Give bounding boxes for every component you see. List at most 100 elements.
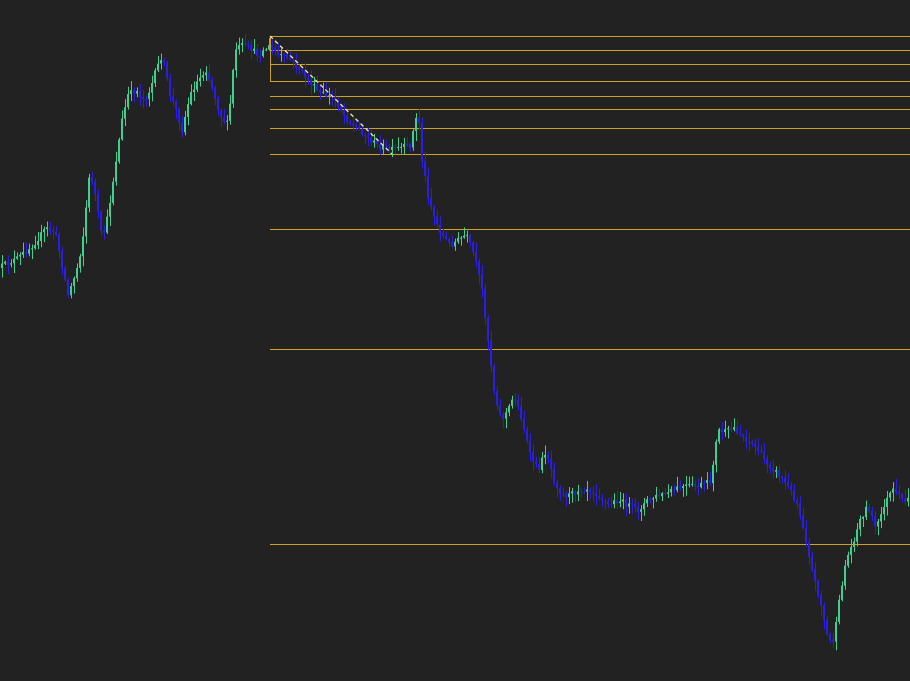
candle-body <box>583 491 585 493</box>
candle-body <box>295 61 297 68</box>
candle-body <box>319 90 321 92</box>
candle-body <box>334 97 336 100</box>
candle-body <box>202 75 204 78</box>
candle-body <box>394 146 396 148</box>
candle-body <box>106 216 108 233</box>
candle-body <box>550 458 552 470</box>
candle-body <box>337 99 339 106</box>
candle-body <box>619 501 621 504</box>
candle-body <box>94 181 96 195</box>
candle-body <box>433 206 435 217</box>
candle-body <box>622 499 624 502</box>
candle-body <box>784 477 786 483</box>
candle-body <box>301 69 303 71</box>
candle-body <box>541 457 543 470</box>
candle-body <box>904 498 906 502</box>
candle-body <box>316 84 318 91</box>
candle-body <box>829 634 831 640</box>
candle-body <box>790 486 792 491</box>
candle-body <box>625 499 627 507</box>
candle-body <box>748 441 750 443</box>
candle-body <box>385 145 387 147</box>
candle-body <box>616 500 618 504</box>
candle-body <box>163 60 165 63</box>
candle-body <box>610 504 612 506</box>
candle-body <box>538 463 540 470</box>
candle-body <box>886 497 888 508</box>
candle-body <box>97 194 99 212</box>
candle-body <box>220 110 222 118</box>
candle-body <box>730 428 732 430</box>
candle-body <box>241 43 243 46</box>
candle-body <box>358 126 360 129</box>
candle-body <box>658 494 660 497</box>
candle-body <box>742 434 744 437</box>
candle-body <box>880 514 882 522</box>
candle-body <box>631 503 633 505</box>
candle-body <box>649 499 651 501</box>
candle-body <box>856 529 858 542</box>
candle-body <box>511 399 513 406</box>
candle-body <box>502 414 504 419</box>
candle-body <box>844 565 846 586</box>
candle-body <box>22 251 24 255</box>
candle-body <box>418 117 420 123</box>
candle-body <box>178 108 180 123</box>
candle-body <box>406 143 408 145</box>
candle-body <box>760 451 762 453</box>
candle-body <box>736 427 738 434</box>
candle-body <box>328 95 330 97</box>
candle-body <box>187 104 189 117</box>
candle-body <box>370 137 372 143</box>
candle-body <box>451 242 453 247</box>
candle-body <box>793 490 795 501</box>
fibonacci-anchor[interactable] <box>269 35 393 155</box>
candle-body <box>280 54 282 56</box>
candle-body <box>640 509 642 512</box>
candle-body <box>676 486 678 491</box>
candle-body <box>457 237 459 242</box>
candle-body <box>514 399 516 401</box>
candle-body <box>121 118 123 140</box>
candle-body <box>721 429 723 433</box>
candle-body <box>889 492 891 498</box>
candle-body <box>127 94 129 108</box>
candle-body <box>604 500 606 502</box>
candle-body <box>67 279 69 296</box>
candle-body <box>211 79 213 88</box>
candle-body <box>217 98 219 111</box>
candle-body <box>142 96 144 99</box>
fib-trend-line[interactable] <box>269 35 393 155</box>
candle-body <box>670 488 672 493</box>
candle-body <box>664 493 666 495</box>
candle-body <box>901 493 903 499</box>
candle-body <box>634 504 636 507</box>
candle-body <box>256 48 258 56</box>
candle-body <box>763 451 765 459</box>
candle-body <box>367 135 369 138</box>
candle-body <box>229 103 231 121</box>
candle-body <box>361 128 363 135</box>
candle-body <box>700 482 702 488</box>
candle-body <box>400 146 402 148</box>
candle-body <box>109 202 111 217</box>
candle-body <box>568 493 570 498</box>
candle-body <box>235 49 237 71</box>
candle-body <box>508 405 510 413</box>
candle-body <box>289 57 291 60</box>
candle-body <box>841 585 843 600</box>
candle-body <box>379 143 381 150</box>
candle-body <box>589 489 591 492</box>
candle-body <box>556 482 558 489</box>
candle-body <box>613 500 615 505</box>
candle-body <box>580 491 582 493</box>
fibonacci-levels[interactable] <box>270 36 910 545</box>
candle-body <box>808 542 810 558</box>
candle-body <box>673 488 675 491</box>
candle-body <box>586 489 588 492</box>
candle-body <box>628 503 630 507</box>
candle-body <box>226 120 228 122</box>
